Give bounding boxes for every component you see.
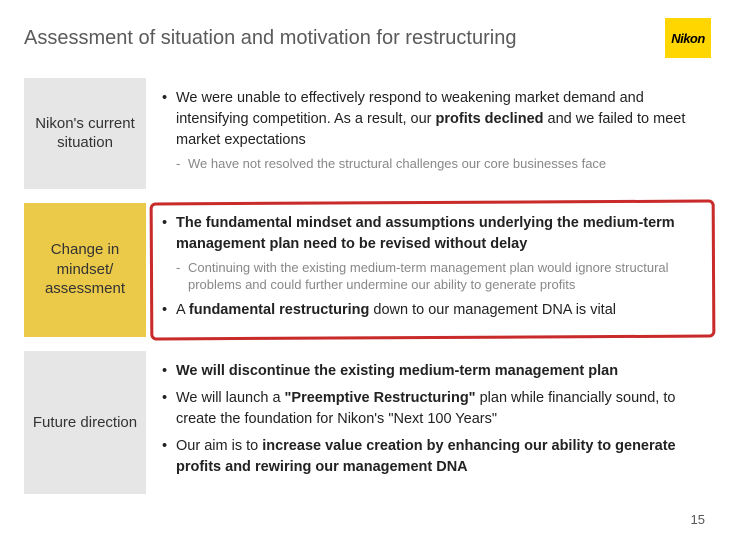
bullet-item: We will discontinue the existing medium-… [162, 361, 697, 382]
row-label: Future direction [24, 351, 146, 494]
bullet-item: Our aim is to increase value creation by… [162, 436, 697, 478]
sub-bullet: Continuing with the existing medium-term… [176, 259, 697, 294]
nikon-logo: Nikon [665, 18, 711, 58]
row-label: Nikon's current situation [24, 78, 146, 189]
row-label: Change in mindset/ assessment [24, 203, 146, 337]
slide-title: Assessment of situation and motivation f… [24, 27, 516, 50]
slide-header: Assessment of situation and motivation f… [24, 18, 711, 58]
row-content: We were unable to effectively respond to… [146, 78, 711, 189]
row-content: We will discontinue the existing medium-… [146, 351, 711, 494]
content-row: Change in mindset/ assessmentThe fundame… [24, 203, 711, 337]
row-content: The fundamental mindset and assumptions … [146, 203, 711, 337]
page-number: 15 [691, 512, 705, 527]
content-rows: Nikon's current situationWe were unable … [24, 78, 711, 494]
bullet-item: We were unable to effectively respond to… [162, 88, 697, 173]
sub-bullet: We have not resolved the structural chal… [176, 155, 697, 173]
bullet-item: The fundamental mindset and assumptions … [162, 213, 697, 294]
bullet-item: A fundamental restructuring down to our … [162, 300, 697, 321]
content-row: Nikon's current situationWe were unable … [24, 78, 711, 189]
bullet-item: We will launch a "Preemptive Restructuri… [162, 388, 697, 430]
content-row: Future direction We will discontinue the … [24, 351, 711, 494]
